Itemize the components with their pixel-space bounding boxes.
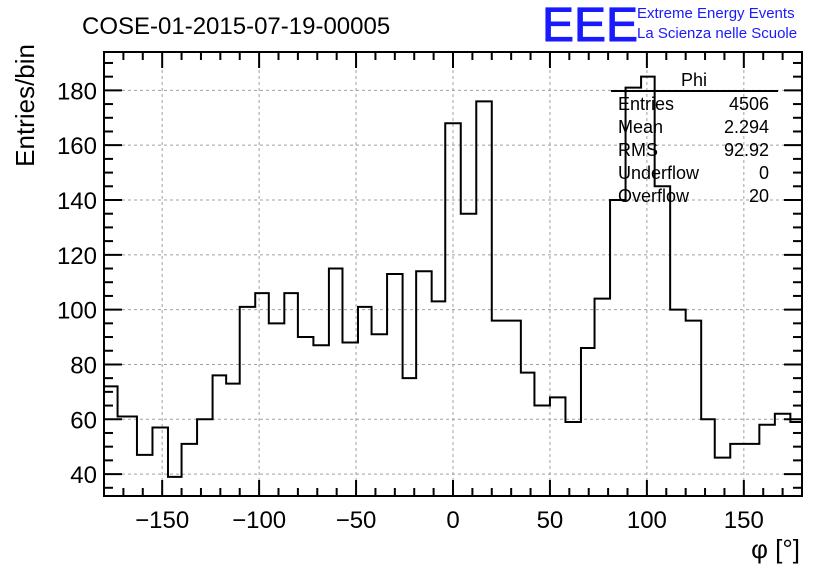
y-tick-label: 80 [70, 352, 97, 379]
stats-row-value: 2.294 [724, 117, 769, 137]
stats-box-title: Phi [681, 70, 707, 90]
stats-row-value: 0 [759, 163, 769, 183]
x-tick-label: 0 [446, 507, 459, 534]
y-tick-label: 100 [57, 298, 97, 325]
eee-logo-line2: La Scienza nelle Scuole [637, 25, 797, 42]
x-tick-labels: −150 −100 −50 0 50 100 150 [135, 507, 764, 534]
x-tick-label: −50 [336, 507, 377, 534]
stats-row-value: 4506 [729, 94, 769, 114]
x-tick-label: 150 [724, 507, 764, 534]
x-tick-label: −150 [135, 507, 189, 534]
stats-box-rows: Entries 4506 Mean 2.294 RMS 92.92 Underflow 0 Ov… [618, 94, 769, 206]
stats-row-label: RMS [618, 140, 658, 160]
x-tick-label: 50 [537, 507, 564, 534]
histogram-series [104, 75, 802, 478]
y-tick-label: 160 [57, 133, 97, 160]
y-tick-label: 120 [57, 243, 97, 270]
stats-row-value: 20 [749, 186, 769, 206]
y-tick-label: 40 [70, 462, 97, 489]
stats-row-label: Underflow [618, 163, 700, 183]
stats-row-label: Mean [618, 117, 663, 137]
eee-logo: EEE Extreme Energy Events La Scienza nel… [542, 0, 798, 53]
eee-logo-line1: Extreme Energy Events [637, 5, 795, 22]
axis-ticks [103, 52, 803, 496]
stats-row-value: 92.92 [724, 140, 769, 160]
eee-logo-mark: EEE [542, 0, 638, 52]
histogram-outline [104, 75, 802, 478]
grid-lines [104, 52, 802, 496]
y-tick-label: 60 [70, 407, 97, 434]
x-tick-label: 100 [627, 507, 667, 534]
x-axis-label: φ [°] [751, 534, 800, 564]
x-tick-label: −100 [232, 507, 286, 534]
stats-row-label: Overflow [618, 186, 690, 206]
y-axis-label: Entries/bin [10, 44, 40, 167]
y-tick-label: 180 [57, 78, 97, 105]
y-tick-label: 140 [57, 188, 97, 215]
stats-box: Phi Entries 4506 Mean 2.294 RMS 92.92 Underflo… [611, 70, 778, 206]
chart-title: COSE-01-2015-07-19-00005 [82, 13, 390, 40]
stats-row-label: Entries [618, 94, 674, 114]
y-tick-labels: 40 60 80 100 120 140 160 180 [57, 78, 97, 489]
